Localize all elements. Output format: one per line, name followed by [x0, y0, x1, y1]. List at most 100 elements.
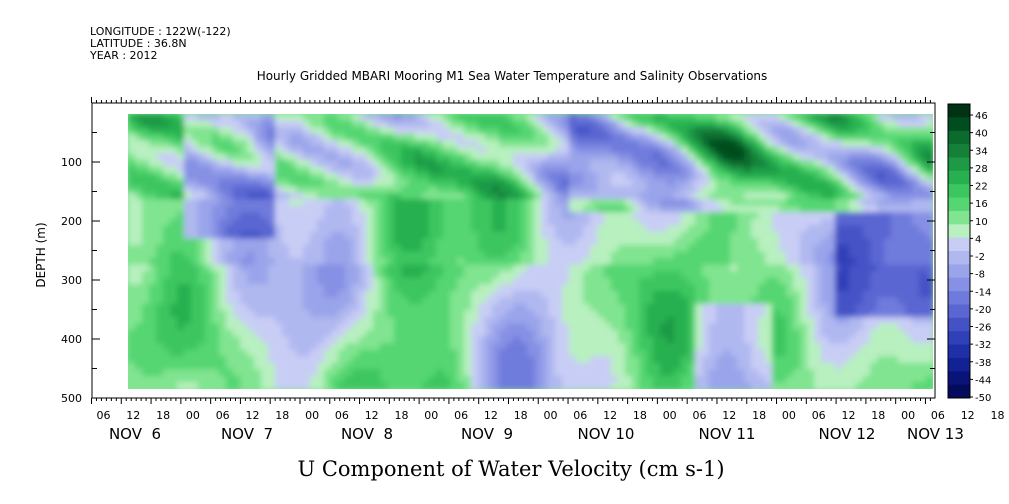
heat-cell — [751, 133, 759, 141]
heat-cell — [163, 120, 171, 128]
heat-cell — [303, 271, 311, 279]
heat-cell — [226, 336, 234, 344]
heat-cell — [261, 244, 269, 253]
heat-cell — [555, 343, 563, 351]
heat-cell — [289, 330, 297, 338]
heat-cell — [541, 271, 549, 279]
heat-cell — [674, 140, 682, 148]
heat-cell — [135, 284, 143, 292]
heat-cell — [198, 140, 206, 148]
heat-cell — [184, 316, 192, 325]
heat-cell — [254, 356, 262, 364]
heat-cell — [338, 310, 346, 318]
heat-cell — [912, 212, 920, 220]
heat-cell — [163, 362, 171, 371]
heat-cell — [380, 290, 388, 299]
heat-cell — [919, 172, 927, 181]
heat-cell — [548, 140, 556, 148]
heat-cell — [590, 140, 598, 148]
heat-cell — [282, 172, 290, 181]
heat-cell — [492, 310, 500, 318]
heat-cell — [877, 316, 885, 325]
heat-cell — [821, 375, 829, 384]
heat-cell — [324, 297, 332, 305]
heat-cell — [842, 146, 850, 155]
heat-cell — [548, 199, 556, 207]
heat-cell — [170, 172, 178, 181]
heat-cell — [786, 172, 794, 181]
heat-cell — [142, 369, 150, 377]
heat-cell — [912, 146, 920, 155]
heat-cell — [779, 166, 787, 174]
heat-cell — [723, 186, 731, 194]
heat-cell — [856, 192, 864, 200]
heat-cell — [226, 179, 234, 187]
heat-cell — [478, 120, 486, 128]
heat-cell — [597, 179, 605, 187]
heat-cell — [681, 127, 689, 135]
heat-cell — [737, 140, 745, 148]
heat-cell — [821, 120, 829, 128]
heat-cell — [268, 146, 276, 155]
heat-cell — [695, 323, 703, 331]
heat-cell — [254, 231, 262, 240]
heat-cell — [366, 336, 374, 344]
heat-cell — [919, 297, 927, 305]
heat-cell — [604, 231, 612, 240]
heat-cell — [359, 316, 367, 325]
heat-cell — [807, 120, 815, 128]
heat-cell — [583, 284, 591, 292]
heat-cell — [275, 166, 283, 174]
heat-cell — [779, 343, 787, 351]
heat-cell — [436, 375, 444, 384]
heat-cell — [548, 218, 556, 227]
heat-cell — [926, 264, 933, 272]
heat-cell — [142, 297, 150, 305]
heat-cell — [765, 179, 773, 187]
heat-cell — [310, 127, 318, 135]
heat-cell — [331, 323, 339, 331]
heat-cell — [506, 251, 514, 259]
heat-cell — [415, 133, 423, 141]
heat-cell — [534, 140, 542, 148]
heat-cell — [380, 199, 388, 207]
heat-cell — [926, 362, 933, 371]
heat-cell — [534, 205, 542, 214]
heat-cell — [877, 159, 885, 168]
heat-cell — [198, 192, 206, 200]
heat-cell — [905, 238, 913, 246]
heat-cell — [359, 192, 367, 200]
heat-cell — [849, 330, 857, 338]
heat-cell — [450, 212, 458, 220]
heat-cell — [625, 362, 633, 371]
heat-cell — [373, 238, 381, 246]
heat-cell — [863, 284, 871, 292]
heat-cell — [219, 133, 227, 141]
heat-cell — [744, 330, 752, 338]
heat-cell — [233, 133, 241, 141]
heat-cell — [926, 323, 933, 331]
heat-cell — [905, 120, 913, 128]
heat-cell — [660, 297, 668, 305]
heat-cell — [814, 303, 822, 312]
heat-cell — [184, 218, 192, 227]
heat-cell — [233, 225, 241, 233]
heat-cell — [303, 199, 311, 207]
heat-cell — [142, 212, 150, 220]
heat-cell — [520, 310, 528, 318]
heat-cell — [765, 186, 773, 194]
heat-cell — [576, 251, 584, 259]
heat-cell — [653, 316, 661, 325]
heat-cell — [317, 323, 325, 331]
heat-cell — [604, 179, 612, 187]
heat-cell — [443, 127, 451, 135]
heat-cell — [331, 127, 339, 135]
heat-cell — [387, 323, 395, 331]
heat-cell — [919, 251, 927, 259]
heat-cell — [891, 133, 899, 141]
heat-cell — [569, 336, 577, 344]
heat-cell — [919, 316, 927, 325]
heat-cell — [170, 140, 178, 148]
heat-cell — [471, 212, 479, 220]
heat-cell — [205, 166, 213, 174]
